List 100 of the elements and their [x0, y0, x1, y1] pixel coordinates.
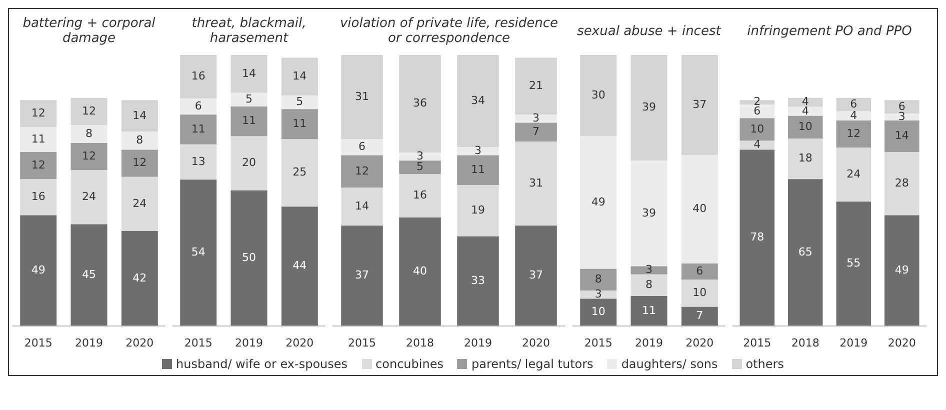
data-label: 11: [31, 132, 46, 146]
bar: [121, 231, 158, 326]
data-label: 19: [471, 204, 485, 217]
data-label: 31: [355, 90, 369, 103]
data-label: 13: [191, 154, 206, 168]
x-tick-label: 2018: [791, 336, 820, 350]
bar: [457, 147, 499, 156]
data-label: 3: [646, 263, 652, 276]
data-label: 31: [529, 176, 543, 190]
data-label: 34: [471, 94, 485, 107]
data-label: 11: [642, 304, 656, 317]
data-label: 18: [798, 152, 812, 165]
bar: [70, 143, 108, 170]
data-label: 4: [802, 104, 809, 118]
bar: [399, 55, 441, 152]
bar: [630, 266, 668, 274]
bar: [70, 170, 108, 224]
bar: [341, 155, 383, 188]
legend-label: husband/ wife or ex-spouses: [176, 357, 348, 371]
data-label: 65: [798, 245, 812, 258]
data-label: 8: [136, 134, 144, 147]
bar: [884, 114, 920, 120]
data-label: 7: [696, 309, 704, 322]
bar: [180, 180, 217, 326]
bar: [630, 296, 668, 326]
bar: [341, 188, 383, 226]
bar: [681, 264, 718, 280]
data-label: 11: [191, 122, 206, 136]
bar: [515, 142, 557, 226]
bar: [836, 98, 871, 112]
data-label: 3: [474, 144, 482, 157]
bar: [630, 55, 668, 161]
data-label: 12: [31, 158, 46, 172]
bar: [457, 236, 499, 326]
bar: [836, 111, 871, 120]
data-label: 6: [850, 98, 858, 111]
data-label: 28: [894, 176, 909, 190]
bar: [341, 226, 383, 326]
x-tick-label: 2020: [522, 336, 550, 350]
x-tick-label: 2015: [743, 336, 772, 350]
data-label: 12: [355, 164, 369, 178]
x-tick-label: 2015: [184, 336, 212, 350]
bar: [180, 98, 217, 115]
data-label: 12: [846, 126, 861, 140]
bar: [230, 92, 268, 106]
x-tick-label: 2019: [464, 336, 492, 350]
data-label: 39: [642, 100, 656, 114]
data-label: 54: [191, 246, 206, 259]
bar: [20, 152, 57, 180]
data-label: 37: [692, 98, 707, 111]
bar: [515, 226, 557, 326]
chart-title: violation of private life, residence or correspondence: [338, 15, 560, 48]
x-tick-label: 2015: [348, 336, 376, 350]
bar: [740, 140, 774, 150]
data-label: 50: [242, 250, 256, 264]
data-label: 11: [292, 116, 307, 130]
bar: [281, 109, 318, 139]
bar: [399, 152, 441, 161]
data-label: 37: [529, 268, 543, 282]
data-label: 42: [132, 271, 147, 284]
chart-title: threat, blackmail, harasement: [190, 15, 308, 48]
data-label: 24: [132, 196, 147, 210]
bar: [230, 136, 268, 190]
data-label: 14: [242, 66, 256, 80]
data-label: 3: [532, 111, 540, 124]
x-tick-label: 2018: [406, 336, 434, 350]
data-label: 33: [471, 274, 485, 287]
bar: [180, 114, 217, 144]
data-label: 5: [296, 95, 304, 108]
data-label: 24: [82, 190, 96, 204]
chart-title: infringement PO and PPO: [746, 22, 913, 40]
bar: [788, 98, 823, 107]
bar: [399, 217, 441, 326]
bar: [70, 224, 108, 326]
data-label: 36: [413, 96, 427, 110]
bar: [20, 179, 57, 216]
bar: [580, 55, 617, 136]
bar: [281, 138, 318, 207]
bar: [70, 124, 108, 144]
data-label: 8: [646, 278, 652, 292]
data-label: 7: [532, 125, 540, 138]
data-label: 4: [850, 108, 858, 122]
bar: [788, 179, 823, 326]
data-label: 11: [242, 114, 256, 128]
bar: [515, 58, 557, 115]
data-label: 37: [355, 268, 369, 282]
bar: [788, 138, 823, 180]
data-label: 14: [132, 108, 147, 122]
x-tick-label: 2020: [286, 336, 314, 350]
data-label: 39: [642, 206, 656, 220]
data-label: 11: [471, 162, 485, 176]
bar: [515, 114, 557, 123]
bar: [281, 96, 318, 110]
bar: [580, 298, 617, 326]
bar: [630, 160, 668, 266]
bar: [630, 274, 668, 296]
data-label: 55: [846, 256, 861, 270]
bar: [884, 152, 920, 216]
data-label: 30: [591, 88, 606, 102]
legend-label: concubines: [376, 357, 444, 371]
